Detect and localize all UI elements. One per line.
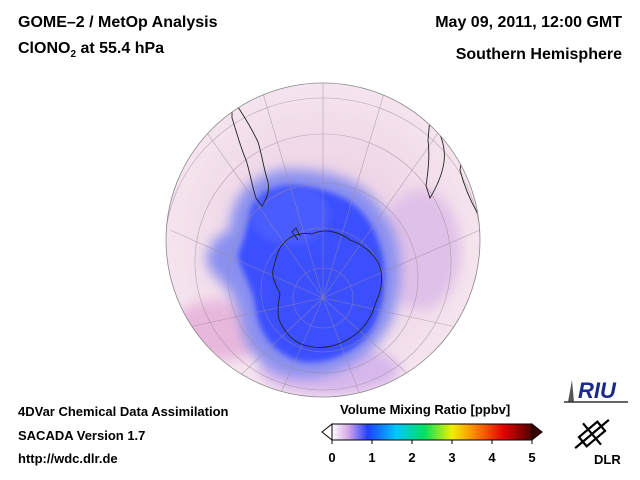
- colorbar: [321, 422, 543, 444]
- colorbar-tick-4: 4: [488, 450, 496, 465]
- colorbar-tick-2: 2: [408, 450, 416, 465]
- dlr-logo: DLR: [574, 419, 621, 467]
- africa-coast: [425, 116, 445, 200]
- colorbar-title: Volume Mixing Ratio [ppbv]: [340, 402, 511, 417]
- south-america-coast: [231, 96, 269, 207]
- colorbar-tick-5: 5: [528, 450, 536, 465]
- colorbar-tick-1: 1: [368, 450, 376, 465]
- colorbar-gradient: [331, 423, 533, 441]
- footer-url[interactable]: http://wdc.dlr.de: [18, 451, 118, 466]
- riu-logo-mark: [568, 380, 574, 402]
- region-label: Southern Hemisphere: [455, 46, 622, 63]
- title-line2: ClONO2 at 55.4 hPa: [18, 40, 164, 60]
- antarctica-coast: [272, 230, 383, 349]
- colorbar-ticks: [331, 440, 533, 444]
- footer-line2: SACADA Version 1.7: [18, 428, 146, 443]
- colorbar-min-arrow: [321, 422, 333, 442]
- riu-logo: RIU: [564, 378, 628, 403]
- pink-patch: [380, 190, 460, 310]
- colorbar-tick-3: 3: [448, 450, 456, 465]
- globe-field: [166, 83, 480, 397]
- low-field-lobe: [250, 185, 330, 245]
- globe-outline: [165, 82, 481, 398]
- date-label: May 09, 2011, 12:00 GMT: [435, 14, 622, 31]
- dlr-logo-text: DLR: [594, 452, 621, 467]
- peninsula-coast: [291, 227, 301, 241]
- title-line1: GOME–2 / MetOp Analysis: [18, 14, 218, 31]
- species-name: ClONO: [18, 40, 71, 57]
- riu-logo-text: RIU: [578, 378, 617, 403]
- footer-line1: 4DVar Chemical Data Assimilation: [18, 404, 229, 419]
- pressure-level: at 55.4 hPa: [76, 40, 165, 57]
- species-subscript: 2: [70, 49, 77, 61]
- dlr-logo-mark: [574, 419, 610, 449]
- colorbar-tick-0: 0: [328, 450, 336, 465]
- graticule: [166, 83, 480, 397]
- colorbar-max-arrow: [531, 422, 543, 442]
